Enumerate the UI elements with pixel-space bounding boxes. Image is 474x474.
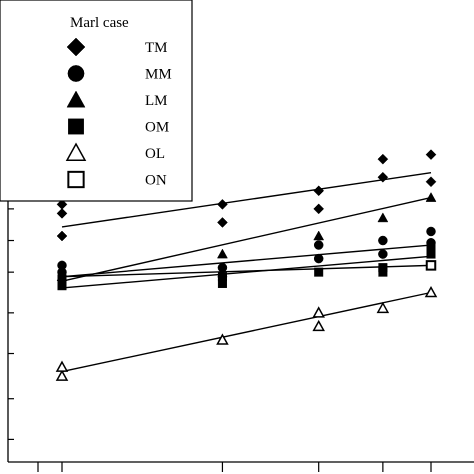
point-om (314, 267, 324, 277)
legend-title: Marl case (70, 15, 129, 31)
point-ol (312, 306, 325, 318)
fit-line-om (61, 255, 432, 289)
point-tm (56, 208, 68, 219)
point-ol (376, 301, 390, 314)
legend-items: TM MM LM OM OL ON (65, 37, 172, 189)
legend-marker-lm (66, 90, 86, 108)
point-ol (424, 285, 438, 298)
legend-marker-ol (65, 142, 87, 161)
data-markers (55, 149, 438, 381)
legend-marker-mm (67, 65, 85, 82)
point-tm (377, 153, 389, 165)
point-om (57, 274, 67, 284)
fit-line-on (61, 264, 432, 278)
legend-box (0, 0, 193, 202)
legend-label-tm: TM (145, 40, 168, 56)
legend-label-mm: MM (145, 67, 172, 83)
fit-line-lm (61, 196, 432, 282)
legend-marker-tm (66, 37, 86, 57)
point-on (425, 260, 437, 271)
legend-label-om: OM (145, 120, 169, 136)
point-lm (217, 248, 228, 259)
point-om (217, 272, 227, 282)
point-lm (377, 212, 389, 223)
legend-label-ol: OL (145, 146, 165, 162)
point-mm (217, 262, 228, 273)
point-tm (217, 199, 228, 210)
point-tm (313, 203, 325, 215)
point-tm (377, 171, 389, 183)
point-ol (312, 319, 325, 332)
point-tm (425, 176, 437, 188)
legend-label-on: ON (145, 173, 167, 189)
point-ol (55, 360, 69, 372)
fit-lines (61, 172, 432, 373)
fit-line-ol (61, 291, 432, 373)
point-mm (378, 235, 388, 246)
fit-line-mm (61, 244, 432, 278)
legend-marker-om (68, 118, 84, 135)
point-mm (313, 240, 324, 250)
point-lm (425, 192, 437, 202)
point-tm (425, 149, 437, 160)
point-mm (378, 249, 388, 259)
point-lm (313, 230, 325, 241)
point-om (378, 263, 388, 273)
point-ol (216, 333, 229, 345)
point-mm (313, 253, 324, 264)
legend-label-lm: LM (145, 93, 168, 109)
point-ol (55, 369, 69, 381)
point-tm (313, 185, 325, 197)
legend: Marl case TM MM LM OM OL ON (0, 0, 193, 202)
point-tm (217, 217, 228, 228)
fit-line-tm (61, 172, 432, 228)
point-tm (56, 230, 68, 242)
point-mm (426, 226, 436, 237)
point-om (426, 242, 436, 252)
legend-marker-on (67, 170, 85, 189)
